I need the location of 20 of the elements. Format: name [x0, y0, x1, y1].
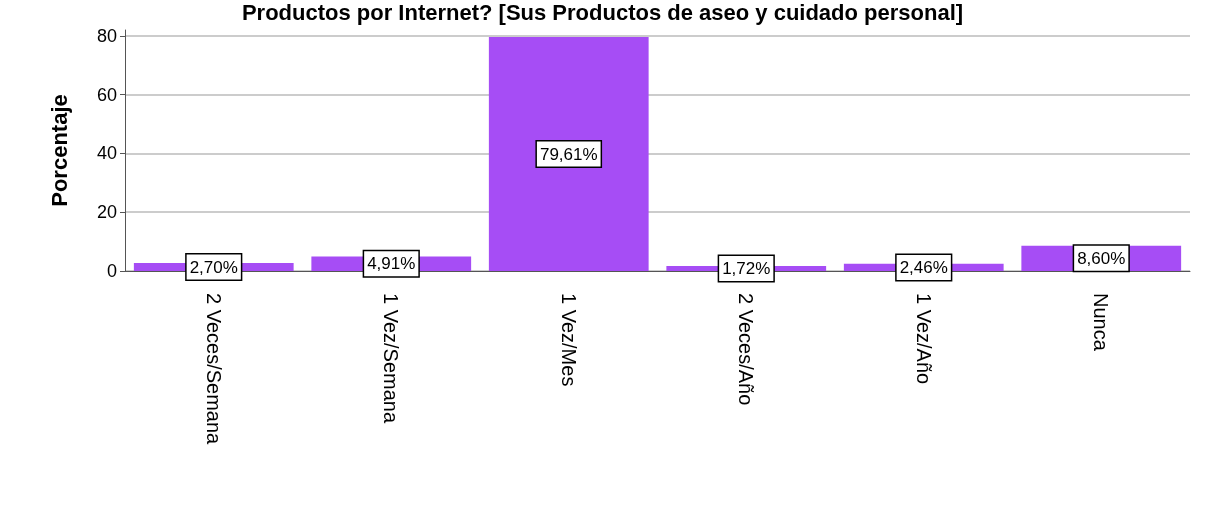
- chart-title: Productos por Internet? [Sus Productos de aseo y cuidado personal]: [241, 0, 964, 25]
- data-label: 4,91%: [367, 254, 416, 274]
- y-tick-label: 80: [96, 25, 117, 46]
- x-tick-label: Nunca: [1090, 293, 1113, 352]
- x-tick-label: 2 Veces/Semana: [202, 293, 225, 446]
- data-label: 8,60%: [1077, 248, 1126, 268]
- data-label: 2,70%: [189, 257, 238, 277]
- data-label: 2,46%: [899, 257, 948, 277]
- data-label: 1,72%: [722, 258, 771, 278]
- y-tick-label: 60: [96, 84, 117, 105]
- y-tick-label: 20: [96, 202, 117, 223]
- y-axis-title: Porcentaje: [46, 94, 72, 207]
- x-tick-label: 1 Vez/Mes: [557, 293, 580, 387]
- x-tick-label: 1 Vez/Semana: [380, 293, 403, 424]
- x-tick-label: 2 Veces/Año: [735, 293, 758, 406]
- data-label: 79,61%: [539, 144, 598, 164]
- y-tick-label: 40: [96, 143, 117, 164]
- x-tick-label: 1 Vez/Año: [912, 293, 935, 385]
- bar: [488, 37, 649, 271]
- y-tick-label: 0: [106, 261, 117, 281]
